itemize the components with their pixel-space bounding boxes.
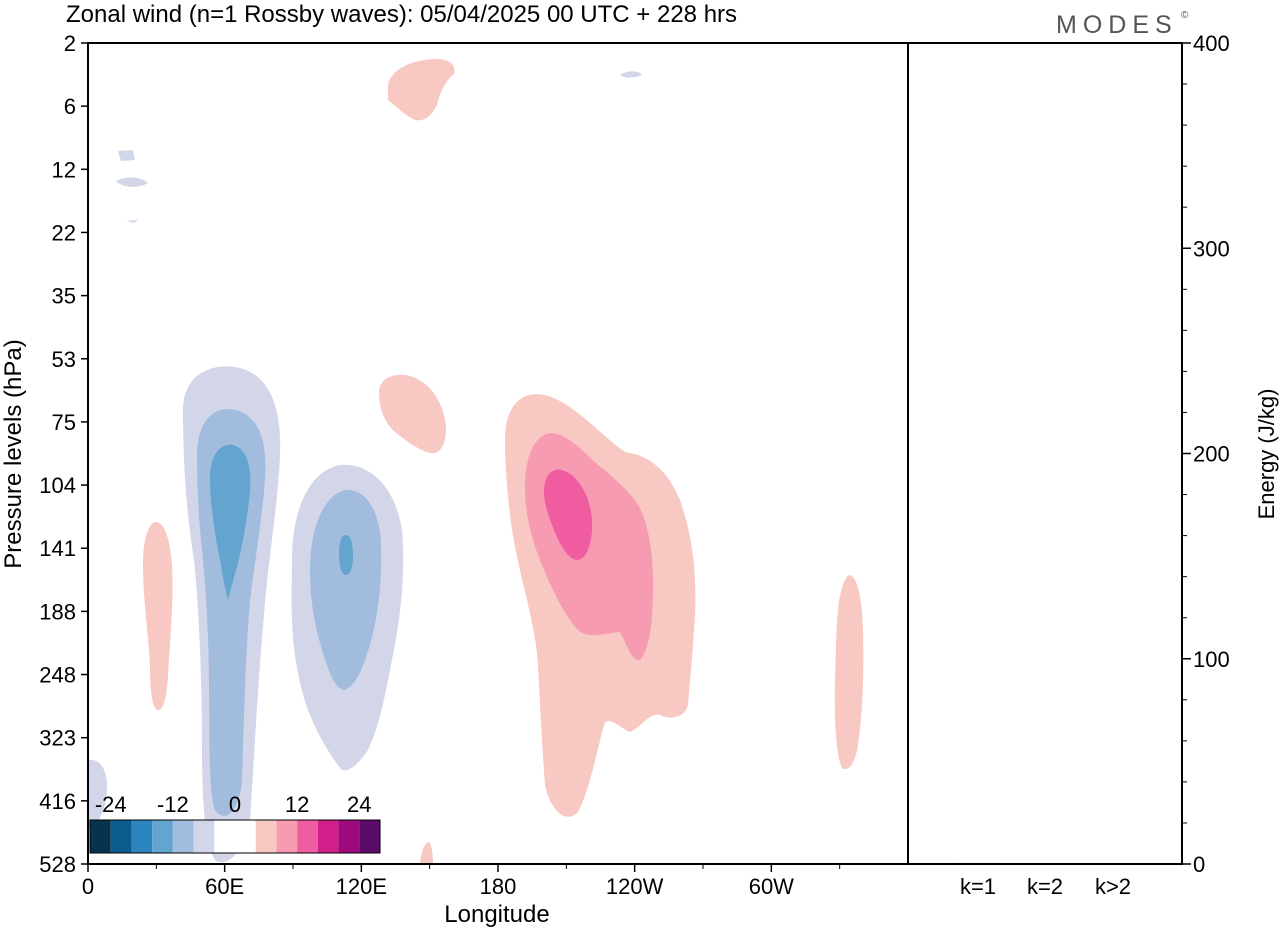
contour-neg-120e-mid	[310, 489, 382, 690]
x-tick-label: 60W	[749, 874, 794, 899]
y-tick-label: 22	[52, 220, 76, 245]
energy-bar	[1089, 863, 1137, 865]
colorbar-outline	[89, 819, 381, 854]
colorbar-label: 12	[285, 792, 309, 817]
y-tick-label: 188	[39, 599, 76, 624]
y-tick-label: 6	[64, 94, 76, 119]
colorbar-label: -12	[157, 792, 189, 817]
y-axis-ticks: 2 6 12 22 35 53 75 104 141 188 248 323 416 528	[39, 31, 88, 877]
colorbar-label: -24	[95, 792, 127, 817]
modes-logo-text: MODES	[1056, 11, 1178, 39]
colorbar-swatch	[172, 820, 194, 853]
x-axis-ticks: 0 60E 120E 180 120W 60W	[82, 864, 841, 899]
y-tick-label: 12	[52, 157, 76, 182]
y-tick-label: 53	[52, 347, 76, 372]
colorbar-label: 0	[229, 792, 241, 817]
colorbar-swatch	[131, 820, 153, 853]
contour-pos-333	[834, 575, 864, 770]
colorbar-swatch	[235, 820, 256, 853]
energy-tick-label: 100	[1193, 647, 1230, 672]
x-tick-label: 180	[480, 874, 517, 899]
contour-neg-0-lower	[88, 759, 108, 830]
x-tick-label: 120W	[606, 874, 664, 899]
y-tick-label: 141	[39, 536, 76, 561]
colorbar-swatch	[214, 820, 235, 853]
contour-pos-180-inner	[544, 469, 593, 560]
colorbar-swatch	[297, 820, 318, 853]
contour-pos-145e-mid	[379, 374, 446, 454]
colorbar-swatch	[255, 820, 277, 853]
energy-tick-label: 200	[1193, 442, 1230, 467]
colorbar-label: 24	[347, 792, 371, 817]
energy-bar	[954, 862, 1002, 865]
contour-pos-145e-top	[388, 59, 455, 121]
colorbar-swatch	[359, 820, 380, 853]
energy-category-label: k>2	[1095, 874, 1131, 899]
contour-neg-17e-c	[126, 220, 138, 223]
y-tick-label: 35	[52, 284, 76, 309]
colorbar-swatch	[90, 820, 111, 853]
colorbar-swatch	[110, 820, 132, 853]
y-tick-label: 104	[39, 473, 76, 498]
energy-tick-label: 0	[1193, 852, 1205, 877]
modes-logo: MODES ©	[1056, 10, 1189, 39]
colorbar-swatch	[338, 820, 360, 853]
x-tick-label: 120E	[336, 874, 387, 899]
energy-tick-label: 400	[1193, 31, 1230, 56]
contour-neg-17e-a	[118, 150, 135, 161]
x-tick-label: 60E	[205, 874, 244, 899]
energy-axis-title: Energy (J/kg)	[1254, 389, 1279, 520]
colorbar-swatch	[193, 820, 215, 853]
y-tick-label: 2	[64, 31, 76, 56]
y-axis-title: Pressure levels (hPa)	[0, 339, 27, 568]
chart-title: Zonal wind (n=1 Rossby waves): 05/04/202…	[66, 1, 737, 28]
contour-neg-60e-inner	[210, 444, 251, 600]
colorbar-swatch	[152, 820, 173, 853]
y-tick-label: 416	[39, 789, 76, 814]
energy-bars: k=1 k=2 k>2	[954, 862, 1137, 899]
x-tick-label: 0	[82, 874, 94, 899]
energy-axis-ticks: 0 100 200 300 400	[1182, 31, 1230, 877]
energy-panel-frame	[907, 42, 1183, 865]
colorbar-legend: -24 -12 0 12 24	[89, 792, 381, 854]
x-axis-title: Longitude	[444, 901, 549, 928]
y-tick-label: 323	[39, 726, 76, 751]
energy-bar	[1021, 863, 1069, 865]
energy-category-label: k=1	[960, 874, 996, 899]
contour-neg-240-top	[620, 71, 642, 78]
colorbar-swatch	[317, 820, 339, 853]
contour-pos-30e	[143, 522, 173, 710]
y-tick-label: 248	[39, 663, 76, 688]
energy-tick-label: 300	[1193, 236, 1230, 261]
y-tick-label: 75	[52, 410, 76, 435]
contour-neg-17e-b	[116, 177, 148, 187]
energy-category-label: k=2	[1027, 874, 1063, 899]
contour-pos-150e-bottom	[420, 842, 433, 864]
modes-logo-mark: ©	[1181, 10, 1189, 21]
y-tick-label: 528	[39, 852, 76, 877]
colorbar-swatch	[276, 820, 298, 853]
contour-neg-120e-inner	[339, 535, 353, 575]
contour-field	[88, 59, 864, 864]
